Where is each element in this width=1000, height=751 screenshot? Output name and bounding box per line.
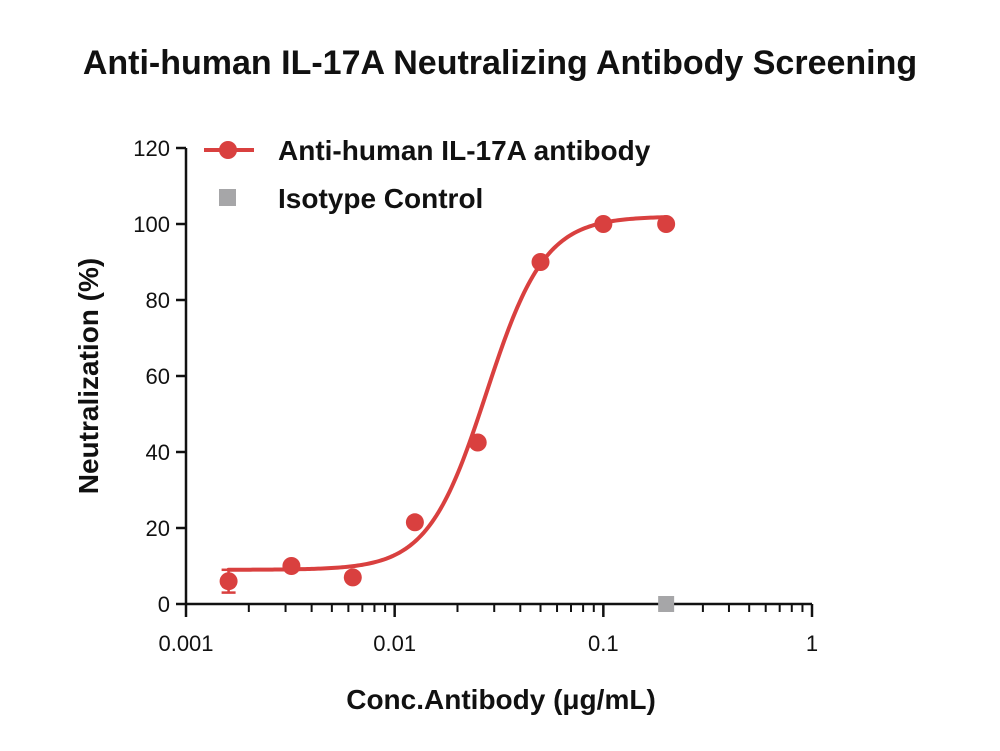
y-tick-label: 100	[133, 212, 170, 237]
chart-title: Anti-human IL-17A Neutralizing Antibody …	[83, 44, 917, 82]
antibody-data-point	[219, 572, 238, 591]
antibody-data-point	[594, 215, 613, 233]
x-tick-label: 1	[806, 631, 818, 656]
x-tick-label: 0.1	[588, 631, 619, 656]
y-tick-label: 20	[146, 516, 170, 541]
antibody-data-point	[657, 215, 676, 233]
y-axis-label: Neutralization (%)	[73, 258, 104, 494]
x-tick-label: 0.01	[373, 631, 416, 656]
isotype-data-point	[658, 596, 675, 612]
antibody-data-point	[468, 433, 487, 452]
legend-label-antibody: Anti-human IL-17A antibody	[278, 135, 651, 166]
fit-curves	[226, 215, 669, 572]
legend-marker-antibody	[219, 141, 237, 159]
antibody-data-point	[405, 513, 424, 532]
y-tick-label: 80	[146, 288, 170, 313]
antibody-data-point	[282, 557, 301, 575]
x-axis-label: Conc.Antibody (μg/mL)	[346, 684, 656, 715]
fit-curve	[226, 215, 669, 572]
axes: 0 20 40 60 80 100 120 0.001 0.01 0.1 1	[133, 136, 818, 656]
y-tick-label: 60	[146, 364, 170, 389]
legend: Anti-human IL-17A antibody Isotype Contro…	[204, 135, 651, 214]
y-tick-label: 40	[146, 440, 170, 465]
antibody-data-point	[531, 253, 550, 271]
y-tick-label: 0	[158, 592, 170, 617]
y-tick-label: 120	[133, 136, 170, 161]
legend-label-isotype: Isotype Control	[278, 183, 483, 214]
x-tick-label: 0.001	[158, 631, 213, 656]
legend-marker-isotype	[219, 189, 236, 206]
antibody-data-point	[343, 568, 362, 587]
data-points	[219, 215, 676, 612]
